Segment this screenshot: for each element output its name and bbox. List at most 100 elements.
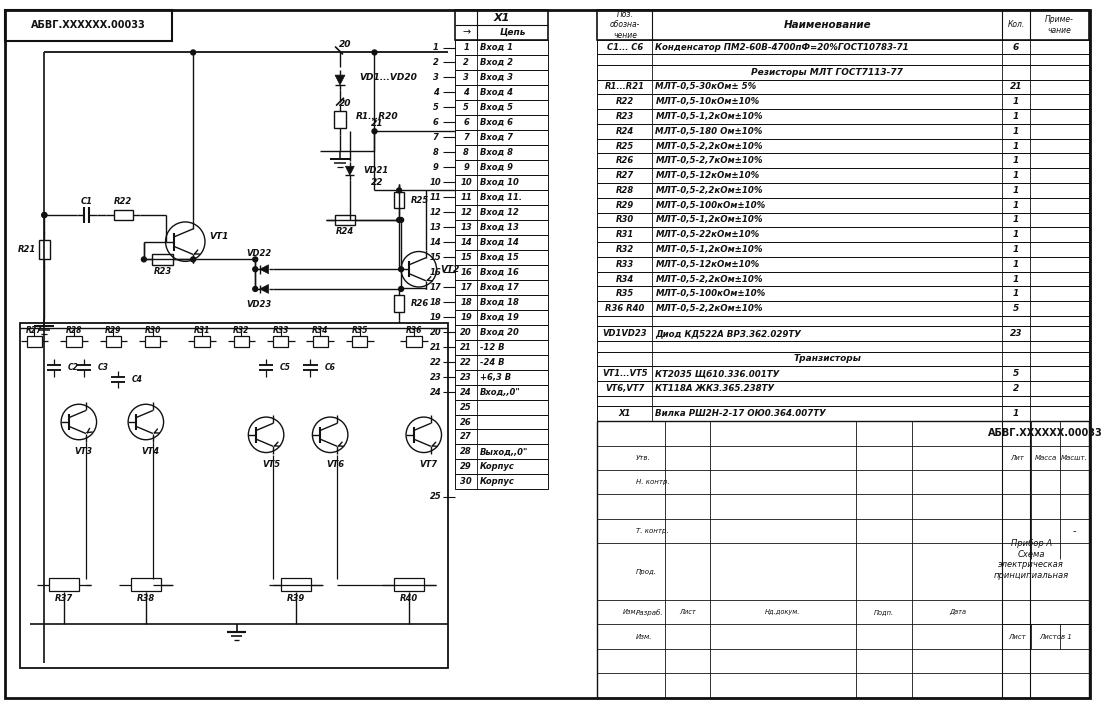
Bar bbox=[456, 100, 548, 115]
Text: Вилка РШ2Н-2-17 ОЮ0.364.007ТУ: Вилка РШ2Н-2-17 ОЮ0.364.007ТУ bbox=[655, 409, 827, 418]
Text: 20: 20 bbox=[339, 99, 351, 108]
Text: 22: 22 bbox=[460, 358, 472, 367]
Text: 5: 5 bbox=[1013, 304, 1019, 313]
Text: R22: R22 bbox=[114, 197, 132, 206]
Bar bbox=[39, 240, 50, 259]
Text: Вход 20: Вход 20 bbox=[480, 328, 519, 336]
Text: 30: 30 bbox=[460, 477, 472, 486]
Bar bbox=[456, 10, 548, 40]
Text: C5: C5 bbox=[280, 363, 291, 372]
Text: R32: R32 bbox=[615, 245, 634, 254]
Text: Лит: Лит bbox=[1010, 455, 1023, 461]
Bar bbox=[456, 325, 548, 340]
Bar bbox=[67, 336, 81, 347]
Bar bbox=[334, 215, 356, 225]
Text: 1: 1 bbox=[1013, 230, 1019, 239]
Circle shape bbox=[253, 257, 258, 262]
Text: VT1: VT1 bbox=[209, 232, 228, 241]
Circle shape bbox=[399, 287, 403, 292]
Text: 21: 21 bbox=[460, 343, 472, 352]
Text: 10: 10 bbox=[430, 178, 441, 187]
Text: VD1...VD20: VD1...VD20 bbox=[360, 73, 418, 81]
Circle shape bbox=[141, 257, 147, 262]
Text: 2: 2 bbox=[463, 58, 469, 67]
Bar bbox=[456, 280, 548, 295]
Text: Вход 3: Вход 3 bbox=[480, 73, 513, 82]
Text: R27: R27 bbox=[27, 326, 42, 335]
Text: C4: C4 bbox=[132, 375, 143, 384]
Text: Кол.: Кол. bbox=[1008, 21, 1024, 29]
Bar bbox=[598, 109, 1089, 124]
Bar bbox=[598, 124, 1089, 139]
Text: R26: R26 bbox=[411, 299, 429, 308]
Bar bbox=[456, 85, 548, 100]
Text: 13: 13 bbox=[430, 223, 441, 232]
Bar bbox=[598, 55, 1089, 64]
Text: 11: 11 bbox=[430, 193, 441, 202]
Text: R22: R22 bbox=[615, 97, 634, 106]
Text: 1: 1 bbox=[432, 43, 439, 52]
Text: C3: C3 bbox=[98, 363, 109, 372]
Circle shape bbox=[42, 212, 47, 217]
Text: R23: R23 bbox=[153, 267, 172, 275]
Text: АБВГ.XXXXXX.00033: АБВГ.XXXXXX.00033 bbox=[31, 20, 146, 30]
Bar bbox=[281, 578, 311, 591]
Text: 17: 17 bbox=[460, 282, 472, 292]
Bar bbox=[273, 336, 289, 347]
Text: R23: R23 bbox=[615, 112, 634, 121]
Text: 4: 4 bbox=[432, 88, 439, 97]
Text: R29: R29 bbox=[106, 326, 121, 335]
Text: Вход 18: Вход 18 bbox=[480, 297, 519, 307]
Text: Вход 14: Вход 14 bbox=[480, 238, 519, 247]
Text: 25: 25 bbox=[460, 403, 472, 411]
Text: Цепь: Цепь bbox=[499, 28, 526, 37]
Bar bbox=[152, 254, 173, 265]
Bar bbox=[598, 302, 1089, 316]
Bar bbox=[598, 40, 1089, 55]
Bar bbox=[106, 336, 121, 347]
Text: МЛТ-0,5-2,7кОм±10%: МЛТ-0,5-2,7кОм±10% bbox=[655, 156, 763, 166]
Text: 1: 1 bbox=[1013, 142, 1019, 151]
Bar bbox=[131, 578, 161, 591]
Text: КТ118А ЖКЗ.365.238ТУ: КТ118А ЖКЗ.365.238ТУ bbox=[655, 384, 774, 393]
Bar bbox=[456, 145, 548, 160]
Text: C1... C6: C1... C6 bbox=[607, 42, 643, 52]
Bar bbox=[598, 64, 1089, 79]
Bar bbox=[598, 341, 1089, 352]
Bar bbox=[598, 154, 1089, 169]
Text: Вход 15: Вход 15 bbox=[480, 253, 519, 262]
Bar bbox=[456, 70, 548, 85]
Text: 1: 1 bbox=[1013, 200, 1019, 210]
Bar bbox=[456, 55, 548, 70]
Bar bbox=[598, 10, 1089, 40]
Text: VT6: VT6 bbox=[326, 460, 344, 469]
Text: X1: X1 bbox=[619, 409, 631, 418]
Text: 28: 28 bbox=[460, 447, 472, 457]
Bar bbox=[233, 336, 249, 347]
Text: Вход,,0": Вход,,0" bbox=[480, 387, 521, 396]
Bar bbox=[598, 198, 1089, 212]
Text: VT5: VT5 bbox=[262, 460, 280, 469]
Bar bbox=[456, 309, 548, 325]
Text: Масшт.: Масшт. bbox=[1061, 455, 1088, 461]
Bar bbox=[334, 110, 346, 128]
Text: 12: 12 bbox=[430, 207, 441, 217]
Text: R33: R33 bbox=[615, 260, 634, 269]
Text: Вход 8: Вход 8 bbox=[480, 148, 513, 157]
Bar bbox=[456, 474, 548, 489]
Bar bbox=[456, 219, 548, 235]
Text: 15: 15 bbox=[460, 253, 472, 262]
Circle shape bbox=[372, 129, 377, 134]
Text: 1: 1 bbox=[1013, 171, 1019, 180]
Polygon shape bbox=[346, 166, 354, 175]
Text: МЛТ-0,5-1,2кОм±10%: МЛТ-0,5-1,2кОм±10% bbox=[655, 245, 763, 254]
Circle shape bbox=[399, 217, 403, 222]
Text: АБВГ.XXXXXX.00033: АБВГ.XXXXXX.00033 bbox=[989, 428, 1103, 438]
Text: -24 В: -24 В bbox=[480, 358, 504, 367]
Text: R25: R25 bbox=[411, 195, 429, 205]
Text: 21: 21 bbox=[371, 119, 383, 128]
Text: R34: R34 bbox=[615, 275, 634, 284]
Circle shape bbox=[399, 267, 403, 272]
Text: Вход 6: Вход 6 bbox=[480, 118, 513, 127]
Text: Лист: Лист bbox=[1008, 634, 1025, 640]
